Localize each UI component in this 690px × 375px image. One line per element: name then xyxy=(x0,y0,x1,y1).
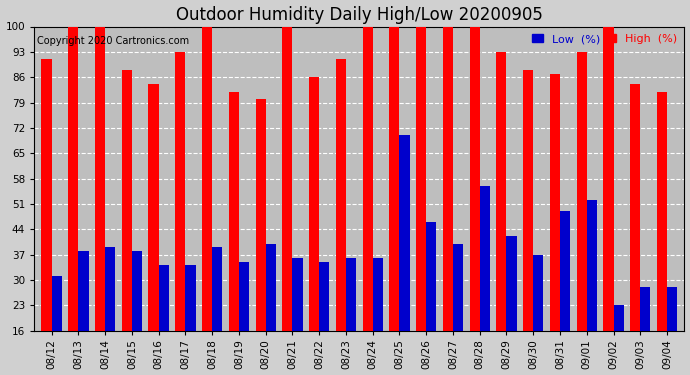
Bar xyxy=(159,266,169,375)
Bar xyxy=(443,27,453,375)
Bar xyxy=(506,236,517,375)
Bar xyxy=(175,52,186,375)
Bar xyxy=(362,27,373,375)
Bar xyxy=(640,287,651,375)
Bar xyxy=(550,74,560,375)
Bar xyxy=(613,305,624,375)
Legend: Low  (%), High  (%): Low (%), High (%) xyxy=(530,32,679,46)
Bar xyxy=(389,27,400,375)
Bar xyxy=(416,27,426,375)
Bar xyxy=(121,70,132,375)
Bar xyxy=(523,70,533,375)
Text: Copyright 2020 Cartronics.com: Copyright 2020 Cartronics.com xyxy=(37,36,190,46)
Bar xyxy=(68,27,79,375)
Bar xyxy=(79,251,88,375)
Bar xyxy=(426,222,436,375)
Bar xyxy=(657,92,667,375)
Bar xyxy=(373,258,383,375)
Bar xyxy=(586,200,597,375)
Bar xyxy=(132,251,142,375)
Title: Outdoor Humidity Daily High/Low 20200905: Outdoor Humidity Daily High/Low 20200905 xyxy=(176,6,543,24)
Bar xyxy=(95,27,105,375)
Bar xyxy=(470,27,480,375)
Bar xyxy=(52,276,62,375)
Bar xyxy=(630,84,640,375)
Bar xyxy=(255,99,266,375)
Bar xyxy=(186,266,195,375)
Bar xyxy=(400,135,410,375)
Bar xyxy=(453,244,463,375)
Bar xyxy=(533,255,544,375)
Bar xyxy=(496,52,506,375)
Bar xyxy=(212,247,222,375)
Bar xyxy=(336,59,346,375)
Bar xyxy=(603,27,613,375)
Bar xyxy=(293,258,303,375)
Bar xyxy=(229,92,239,375)
Bar xyxy=(480,186,490,375)
Bar xyxy=(667,287,677,375)
Bar xyxy=(148,84,159,375)
Bar xyxy=(346,258,356,375)
Bar xyxy=(202,27,212,375)
Bar xyxy=(239,262,249,375)
Bar xyxy=(319,262,329,375)
Bar xyxy=(266,244,276,375)
Bar xyxy=(41,59,52,375)
Bar xyxy=(560,211,570,375)
Bar xyxy=(577,52,586,375)
Bar xyxy=(105,247,115,375)
Bar xyxy=(309,77,319,375)
Bar xyxy=(282,27,293,375)
